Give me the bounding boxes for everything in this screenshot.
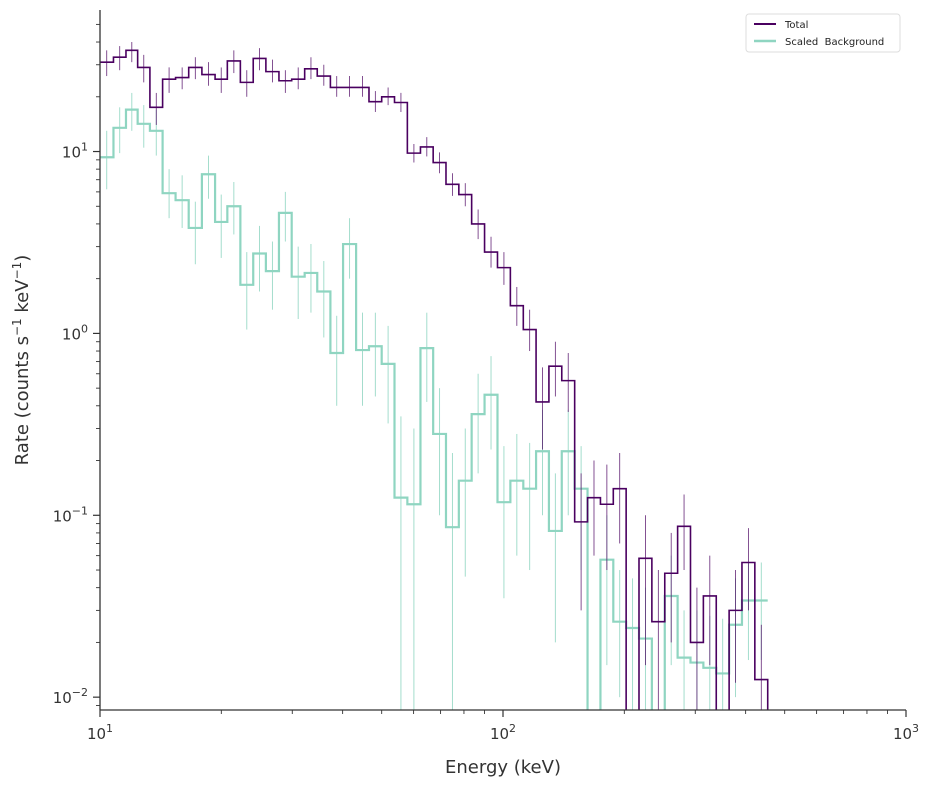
y-axis-title-mid: keV	[12, 279, 33, 319]
legend-frame	[745, 13, 901, 53]
x-tick-label-base: 10	[87, 725, 106, 743]
y-tick-label-base: 10	[62, 325, 81, 343]
y-tick-label-exp: −1	[72, 504, 88, 517]
y-axis-title-sup2: −1	[10, 262, 24, 280]
legend-label-total: Total	[784, 20, 808, 31]
x-tick-label-base: 10	[490, 725, 509, 743]
step-line	[100, 108, 768, 710]
y-tick-label-base: 10	[53, 689, 72, 707]
y-tick-label-exp: 1	[81, 141, 88, 154]
y-axis-title-sup1: −1	[10, 318, 24, 336]
x-tick-label-exp: 3	[912, 722, 919, 735]
y-tick-label-exp: 0	[81, 322, 88, 335]
axes-layer	[99, 10, 906, 711]
series-background	[100, 92, 768, 710]
x-tick-label: 101	[87, 722, 113, 743]
x-axis-title: Energy (keV)	[445, 757, 561, 778]
x-tick-label-base: 10	[893, 725, 912, 743]
x-tick-label-exp: 2	[509, 722, 516, 735]
legend-label-background: Scaled Background	[785, 37, 884, 48]
y-tick-label: 101	[62, 141, 88, 162]
y-tick-label: 10−2	[53, 686, 88, 707]
legend: Total Scaled Background	[745, 13, 901, 53]
y-tick-label-base: 10	[62, 144, 81, 162]
x-tick-label-exp: 1	[106, 722, 113, 735]
step-line	[100, 49, 769, 710]
y-axis-title-main: Rate (counts s	[12, 336, 33, 465]
series-total	[100, 42, 769, 710]
x-tick-label: 102	[490, 722, 516, 743]
y-tick-label-exp: −2	[72, 686, 88, 699]
y-axis-title-end: )	[12, 255, 33, 262]
y-axis-title: Rate (counts s−1 keV−1)	[10, 255, 33, 466]
y-tick-label: 10−1	[53, 504, 88, 525]
y-tick-label: 100	[62, 322, 88, 343]
y-tick-label-base: 10	[53, 507, 72, 525]
series-layer	[100, 42, 769, 710]
x-tick-label: 103	[893, 722, 919, 743]
